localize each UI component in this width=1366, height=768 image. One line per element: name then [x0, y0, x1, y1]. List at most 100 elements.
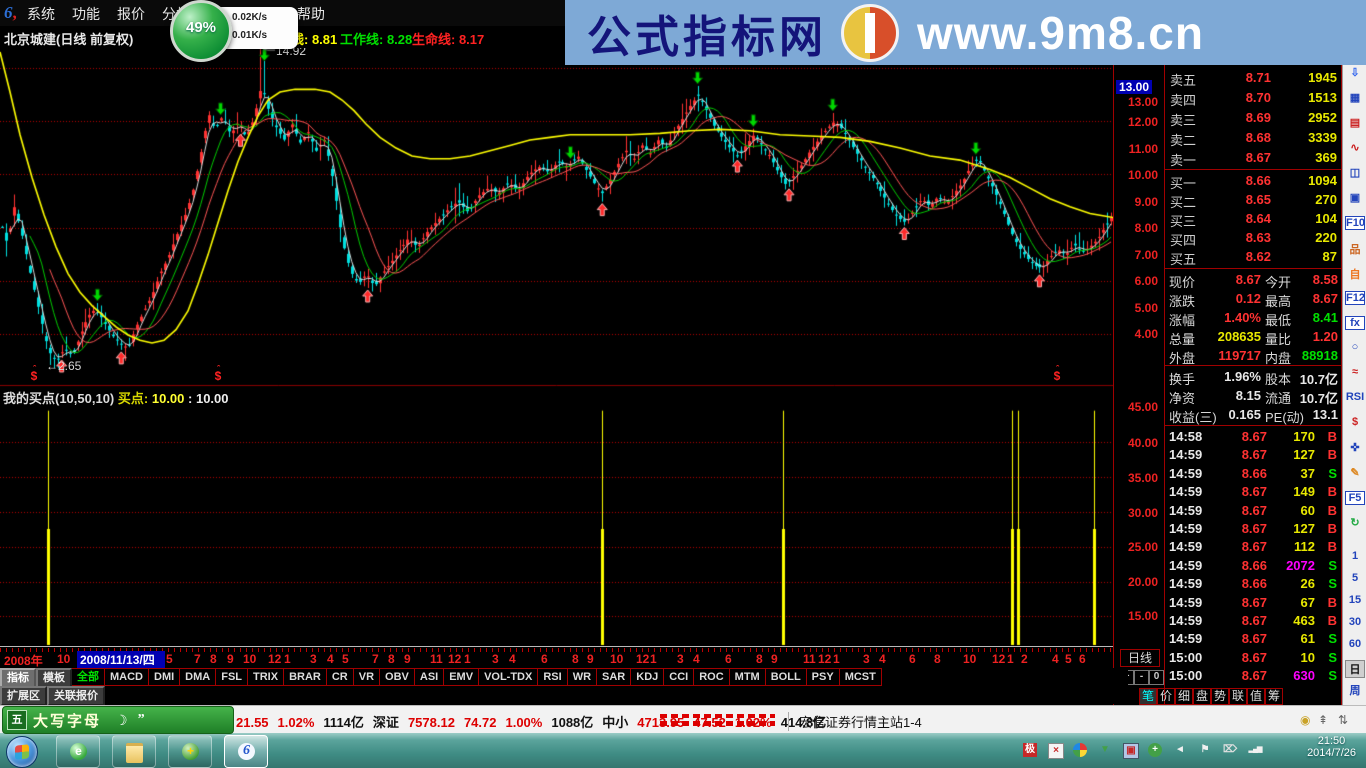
f5-refresh-icon[interactable]: F5	[1345, 491, 1365, 505]
start-button[interactable]	[6, 736, 38, 768]
tray-monitor-icon[interactable]: ▣	[1123, 743, 1139, 759]
kline-icon[interactable]: ◫	[1349, 167, 1361, 179]
menu-item-6[interactable]: 帮助	[297, 6, 325, 22]
trend-line-icon[interactable]: ∿	[1350, 142, 1360, 154]
net-usage-bubble[interactable]: 49%	[170, 0, 232, 62]
f12-trade-icon[interactable]: F12	[1345, 291, 1365, 305]
indicator-tab-全部[interactable]: 全部	[72, 668, 105, 686]
orderbook-sell-row[interactable]: 卖一 8.67 369	[1165, 150, 1341, 169]
formula-icon[interactable]: fx	[1345, 316, 1365, 330]
period-button-30[interactable]: 30	[1348, 616, 1362, 628]
tray-shield-icon[interactable]: ▼	[1100, 744, 1110, 755]
extension-tab-0[interactable]: 扩展区	[0, 686, 47, 706]
date-axis[interactable]: 2008/11/13/四 2008年 10 5 7 8 9 10 12 1 3 4 5 7 8 9 11 12 1…	[0, 646, 1113, 669]
indicator-tab-MACD[interactable]: MACD	[105, 668, 149, 686]
indicator-tab-RSI[interactable]: RSI	[538, 668, 568, 686]
tray-plug-icon[interactable]: ⌦	[1223, 744, 1238, 755]
taskbar-app-browser-360[interactable]: e	[56, 735, 100, 768]
pencil-icon[interactable]: ✎	[1350, 467, 1360, 479]
tray-pinwheel-icon[interactable]: ❋	[1073, 743, 1087, 757]
indicator-tab-CCI[interactable]: CCI	[664, 668, 695, 686]
indicator-tab-BOLL[interactable]: BOLL	[765, 668, 807, 686]
rsi-icon[interactable]: RSI	[1345, 391, 1365, 403]
orderbook-buy-row[interactable]: 买五 8.62 87	[1165, 249, 1341, 268]
taskbar-app-safe-360[interactable]: +	[168, 735, 212, 768]
period-button-5[interactable]: 5	[1351, 572, 1359, 584]
indicator-tab-指标[interactable]: 指标	[0, 668, 36, 688]
panel-tab-笔[interactable]: 笔	[1139, 688, 1157, 705]
tree-icon[interactable]: 品	[1349, 244, 1361, 256]
quote-table-icon[interactable]: ▤	[1349, 117, 1361, 129]
circle-icon[interactable]: ○	[1351, 341, 1359, 353]
scroll-down-icon[interactable]: ⇩	[1350, 67, 1360, 79]
panel-tab-盘[interactable]: 盘	[1193, 688, 1211, 705]
indicator-tab-TRIX[interactable]: TRIX	[248, 668, 285, 686]
orderbook-sell-row[interactable]: 卖四 8.70 1513	[1165, 90, 1341, 109]
panel-tab-值[interactable]: 值	[1247, 688, 1265, 705]
indicator-tab-FSL[interactable]: FSL	[216, 668, 249, 686]
panel-tab-筹[interactable]: 筹	[1265, 688, 1283, 705]
tray-flag-icon[interactable]: ⚑	[1200, 744, 1210, 755]
chart-zoom-control-0[interactable]: 0	[1149, 670, 1164, 685]
indicator-tab-ROC[interactable]: ROC	[694, 668, 730, 686]
indicator-tab-SAR[interactable]: SAR	[597, 668, 632, 686]
tray-ime-ji-icon[interactable]: 极	[1023, 743, 1037, 757]
tray-speaker-icon[interactable]: ◄	[1175, 744, 1185, 755]
report-grid-icon[interactable]: ▦	[1349, 92, 1361, 104]
updown-arrows-icon[interactable]: ⇅	[1338, 713, 1349, 727]
indicator-tab-VR[interactable]: VR	[353, 668, 381, 686]
orderbook-buy-row[interactable]: 买一 8.66 1094	[1165, 173, 1341, 192]
indicator-tab-WR[interactable]: WR	[567, 668, 598, 686]
indicator-tab-DMA[interactable]: DMA	[180, 668, 217, 686]
orderbook-buy-row[interactable]: 买四 8.63 220	[1165, 230, 1341, 249]
period-button-周[interactable]: 周	[1349, 685, 1361, 697]
ime-status-bar[interactable]: 五 大写字母 ☽ ”	[2, 706, 234, 734]
indicator-tab-ASI[interactable]: ASI	[414, 668, 445, 686]
indicator-tab-OBV[interactable]: OBV	[380, 668, 415, 686]
menu-item-1[interactable]: 功能	[72, 6, 100, 22]
coin-icon[interactable]: ◉	[1300, 713, 1311, 727]
taskbar-clock[interactable]: 21:50 2014/7/26	[1307, 735, 1356, 759]
orderbook-sell-row[interactable]: 卖二 8.68 3339	[1165, 130, 1341, 149]
indicator-tab-模板[interactable]: 模板	[36, 668, 72, 688]
reload-icon[interactable]: ↻	[1350, 517, 1360, 529]
ime-corner-icon[interactable]: 五	[7, 710, 27, 730]
orderbook-buy-row[interactable]: 买三 8.64 104	[1165, 211, 1341, 230]
panel-tab-细[interactable]: 细	[1175, 688, 1193, 705]
period-button-60[interactable]: 60	[1348, 638, 1362, 650]
orderbook-sell-row[interactable]: 卖五 8.71 1945	[1165, 70, 1341, 89]
auto-icon[interactable]: 自	[1349, 269, 1361, 281]
extension-tab-1[interactable]: 关联报价	[47, 686, 105, 706]
wave-icon[interactable]: ≈	[1351, 366, 1359, 378]
antenna-icon[interactable]: ⇞	[1318, 713, 1329, 727]
ime-punct-icon[interactable]: ”	[137, 712, 145, 727]
menu-item-0[interactable]: 系统	[27, 6, 55, 22]
taskbar-app-folder[interactable]	[112, 735, 156, 768]
indicator-tab-MCST[interactable]: MCST	[839, 668, 882, 686]
panel-tab-联[interactable]: 联	[1229, 688, 1247, 705]
taskbar-app-tdx[interactable]: 6	[224, 735, 268, 768]
tray-close-x-icon[interactable]: ×	[1048, 743, 1064, 759]
indicator-tab-KDJ[interactable]: KDJ	[631, 668, 665, 686]
indicator-tab-CR[interactable]: CR	[326, 668, 354, 686]
indicator-tab-DMI[interactable]: DMI	[149, 668, 181, 686]
tray-safe-plus-icon[interactable]: +	[1148, 743, 1162, 757]
f10-info-icon[interactable]: F10	[1345, 216, 1365, 230]
menu-item-2[interactable]: 报价	[117, 6, 145, 22]
orderbook-buy-row[interactable]: 买二 8.65 270	[1165, 192, 1341, 211]
indicator-tab-PSY[interactable]: PSY	[806, 668, 840, 686]
money-icon[interactable]: $	[1351, 416, 1359, 428]
period-button-日[interactable]: 日	[1345, 660, 1365, 678]
panel-tab-价[interactable]: 价	[1157, 688, 1175, 705]
move-icon[interactable]: ✜	[1350, 442, 1360, 454]
period-button-15[interactable]: 15	[1348, 594, 1362, 606]
indicator-tab-EMV[interactable]: EMV	[444, 668, 480, 686]
indicator-tab-VOL-TDX[interactable]: VOL-TDX	[479, 668, 539, 686]
pages-icon[interactable]: ▣	[1349, 192, 1361, 204]
indicator-tab-MTM[interactable]: MTM	[729, 668, 766, 686]
tray-signal-icon[interactable]: ▂▄▆	[1248, 746, 1263, 753]
orderbook-sell-row[interactable]: 卖三 8.69 2952	[1165, 110, 1341, 129]
chart-zoom-control--[interactable]: -	[1134, 670, 1149, 685]
main-chart-canvas[interactable]	[0, 48, 1113, 646]
ime-halfwidth-icon[interactable]: ☽	[115, 711, 128, 728]
